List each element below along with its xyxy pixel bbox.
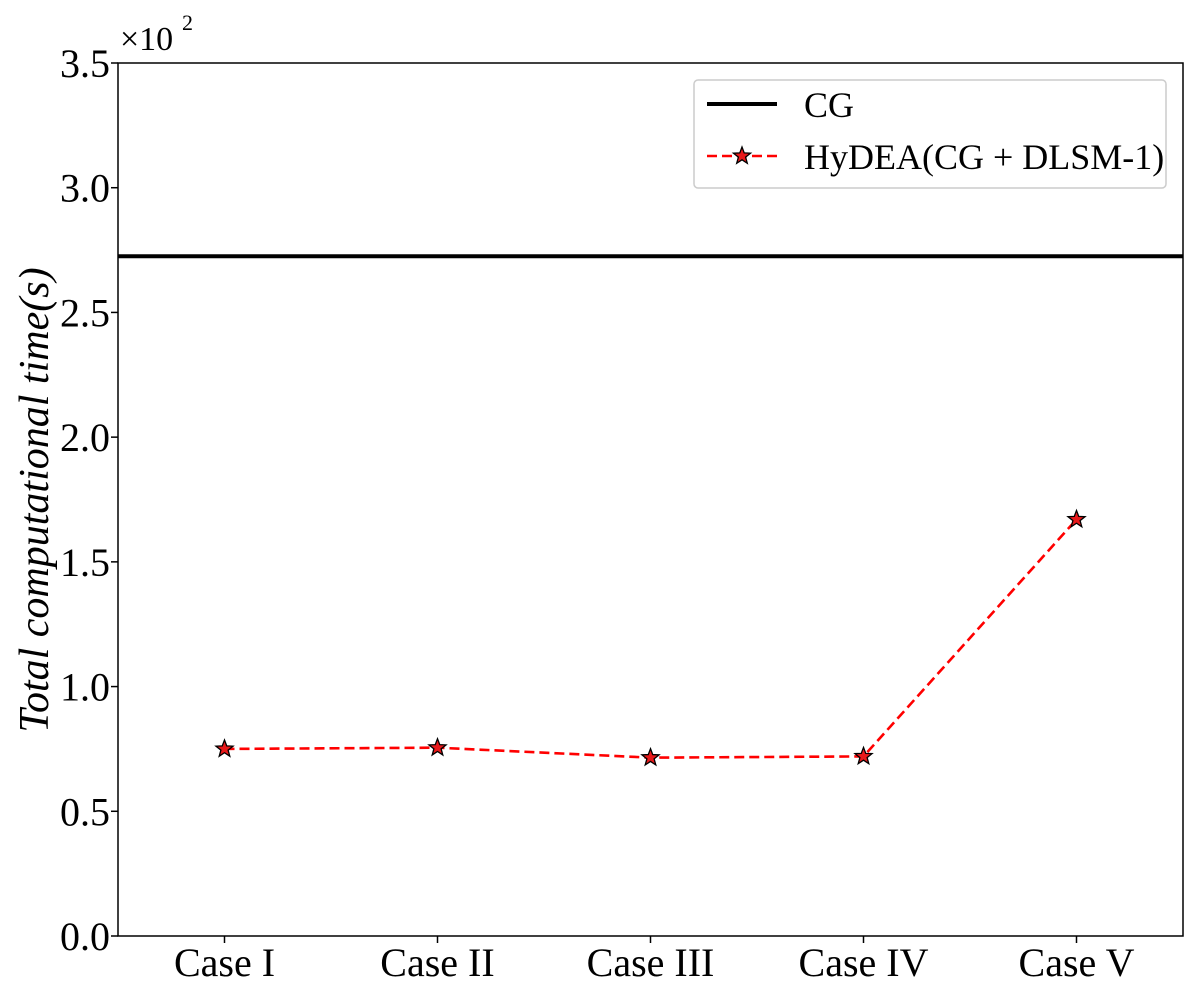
y-multiplier-exponent: 2 xyxy=(182,10,193,35)
y-tick-label: 3.0 xyxy=(60,166,110,211)
x-tick-label: Case V xyxy=(1019,940,1135,985)
axes xyxy=(117,62,1184,937)
series-hydea-point xyxy=(640,746,661,767)
series-hydea-line xyxy=(224,518,1078,759)
y-tick-label: 0.0 xyxy=(60,914,110,959)
series-hydea-point xyxy=(427,736,448,757)
y-tick-label: 2.0 xyxy=(60,415,110,460)
legend-hydea-label: HyDEA(CG + DLSM-1) xyxy=(804,137,1164,177)
x-tick-label: Case II xyxy=(380,940,494,985)
y-tick-label: 2.5 xyxy=(60,290,110,335)
plot-frame xyxy=(117,62,1184,937)
axis-ticks: 0.0 0.5 1.0 1.5 2.0 2.5 3.0 3.5 Case I Case II Cas… xyxy=(60,41,1135,985)
y-tick-label: 0.5 xyxy=(60,789,110,834)
legend-cg-label: CG xyxy=(804,85,854,125)
legend-hydea-marker xyxy=(731,145,753,165)
series-hydea-point xyxy=(1066,508,1087,529)
series-hydea-point xyxy=(214,738,235,758)
x-tick-label: Case I xyxy=(174,940,275,985)
y-multiplier-base: ×10 xyxy=(120,21,173,58)
y-tick-label: 1.0 xyxy=(60,665,110,710)
legend-box xyxy=(693,79,1167,189)
x-tick-label: Case III xyxy=(587,940,715,985)
x-tick-label: Case IV xyxy=(799,940,929,985)
series-hydea-point xyxy=(853,745,874,766)
legend: CG HyDEA(CG + DLSM-1) xyxy=(693,79,1167,189)
y-tick-label: 3.5 xyxy=(60,41,110,86)
y-multiplier: ×10 2 xyxy=(120,10,193,58)
y-tick-label: 1.5 xyxy=(60,540,110,585)
series-layer xyxy=(118,254,1183,767)
y-axis-label: Total computational time(s) xyxy=(12,267,58,732)
